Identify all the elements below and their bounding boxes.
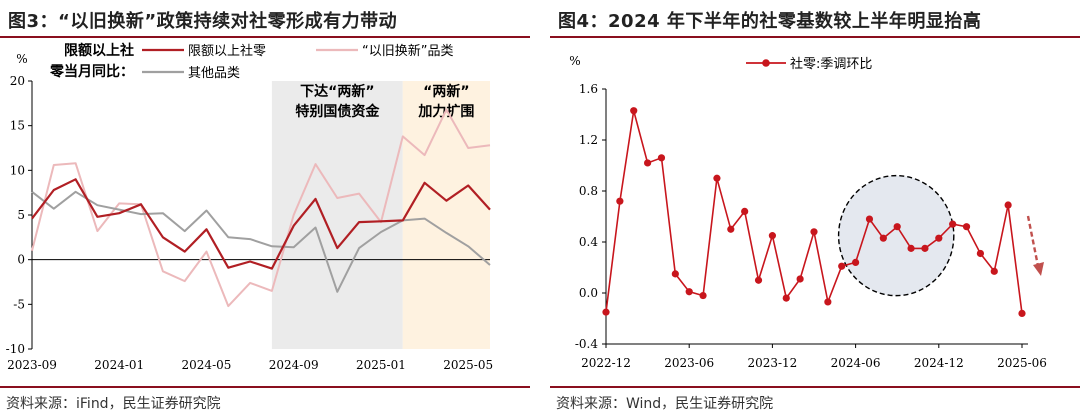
x-tick-label: 2025-05 [443, 358, 493, 372]
y-tick-label: 1.6 [579, 82, 598, 96]
x-tick-label: 2025-01 [356, 358, 406, 372]
region-label: 特别国债资金 [295, 103, 380, 120]
y-tick-label: 0.0 [579, 286, 598, 300]
data-point [754, 276, 763, 284]
x-tick-label: 2024-01 [94, 358, 144, 372]
data-point [976, 249, 984, 258]
trend-arrow-shaft [1026, 215, 1040, 267]
shaded-region [402, 81, 490, 349]
chart-title: 图3：“以旧换新”政策持续对社零形成有力带动 [8, 11, 398, 32]
data-point [838, 262, 846, 270]
legend-label: 社零:季调环比 [790, 56, 872, 72]
source-rule [0, 386, 530, 388]
x-tick-label: 2024-12 [914, 356, 964, 370]
data-point [685, 288, 693, 296]
legend-title-line1: 限额以上社 [64, 42, 134, 59]
data-point [949, 220, 957, 228]
legend-label: 限额以上社零 [188, 43, 266, 59]
region-label: “两新” [423, 83, 469, 100]
y-tick-label: 10 [10, 163, 25, 177]
series-line [605, 110, 1023, 314]
source-note: 资料来源：iFind，民生证券研究院 [6, 396, 221, 412]
data-point [865, 215, 874, 223]
y-tick-label: -10 [6, 342, 25, 356]
x-tick-label: 2024-09 [269, 358, 319, 372]
chart-panel-right: 图4：2024 年下半年的社零基数较上半年明显抬高 -0.4 0.0 0.4 0.8 1… [550, 0, 1080, 417]
data-point [741, 207, 749, 215]
x-tick-label: 2024-06 [831, 356, 881, 370]
series-line [31, 190, 491, 293]
data-point [796, 275, 804, 283]
source-note: 资料来源：Wind，民生证券研究院 [556, 396, 774, 412]
source-rule [550, 386, 1080, 388]
legend-label: “以旧换新”品类 [362, 43, 453, 59]
data-point [657, 154, 666, 162]
data-point [907, 244, 915, 252]
data-point [782, 294, 790, 302]
y-tick-label: 5 [17, 208, 25, 222]
data-point [893, 223, 901, 231]
data-point [727, 225, 735, 233]
y-tick-label: 1.2 [579, 133, 598, 147]
data-point [644, 159, 652, 167]
highlight-circle [837, 174, 955, 297]
trend-arrow-head [1033, 262, 1044, 276]
y-tick-label: 0.4 [579, 235, 598, 249]
series-line [31, 178, 491, 270]
data-point [810, 228, 818, 236]
title-rule [550, 36, 1080, 38]
data-point [879, 234, 887, 242]
legend-title-line2: 零当月同比： [49, 63, 134, 80]
x-tick-label: 2023-06 [664, 356, 714, 370]
x-tick-label: 2022-12 [581, 356, 631, 370]
y-axis-unit: % [569, 54, 580, 68]
x-tick-label: 2023-09 [7, 358, 57, 372]
data-point [699, 291, 707, 300]
chart-title: 图4：2024 年下半年的社零基数较上半年明显抬高 [558, 11, 982, 32]
data-point [962, 223, 971, 231]
data-point [671, 270, 679, 278]
y-tick-label: 0 [17, 253, 25, 267]
x-tick-label: 2023-12 [747, 356, 797, 370]
data-point [1004, 201, 1012, 209]
x-tick-label: 2025-06 [997, 356, 1047, 370]
y-tick-label: -0.4 [575, 337, 599, 351]
y-tick-label: 15 [10, 119, 25, 133]
data-point [852, 258, 860, 266]
y-tick-label: 0.8 [579, 184, 598, 198]
data-point [1018, 309, 1026, 317]
data-point [990, 267, 998, 275]
data-point [713, 174, 721, 182]
chart-panel-left: 图3：“以旧换新”政策持续对社零形成有力带动 下达“两新” 特别国债资金 “两新” 加… [0, 0, 530, 417]
data-point [768, 232, 776, 240]
data-point [824, 298, 832, 306]
data-point [616, 197, 624, 205]
y-tick-label: 20 [10, 74, 25, 88]
chart-svg-left: 下达“两新”特别国债资金“两新”加力扩围-10-505101520%2023-0… [6, 42, 493, 372]
series-line [31, 108, 491, 308]
data-point [921, 244, 929, 252]
data-point [602, 308, 610, 316]
data-point [630, 107, 638, 115]
region-label: 下达“两新” [300, 83, 374, 100]
chart-svg-right: -0.4 0.0 0.4 0.8 1.2 1.6% 2022-12 2023-06 2023-1… [569, 54, 1047, 370]
data-point [935, 234, 943, 242]
y-axis-unit: % [16, 52, 27, 66]
legend-label: 其他品类 [188, 66, 240, 81]
y-tick-label: -5 [13, 297, 25, 311]
x-tick-label: 2024-05 [182, 358, 232, 372]
title-rule [0, 36, 530, 38]
legend-marker [762, 59, 770, 67]
